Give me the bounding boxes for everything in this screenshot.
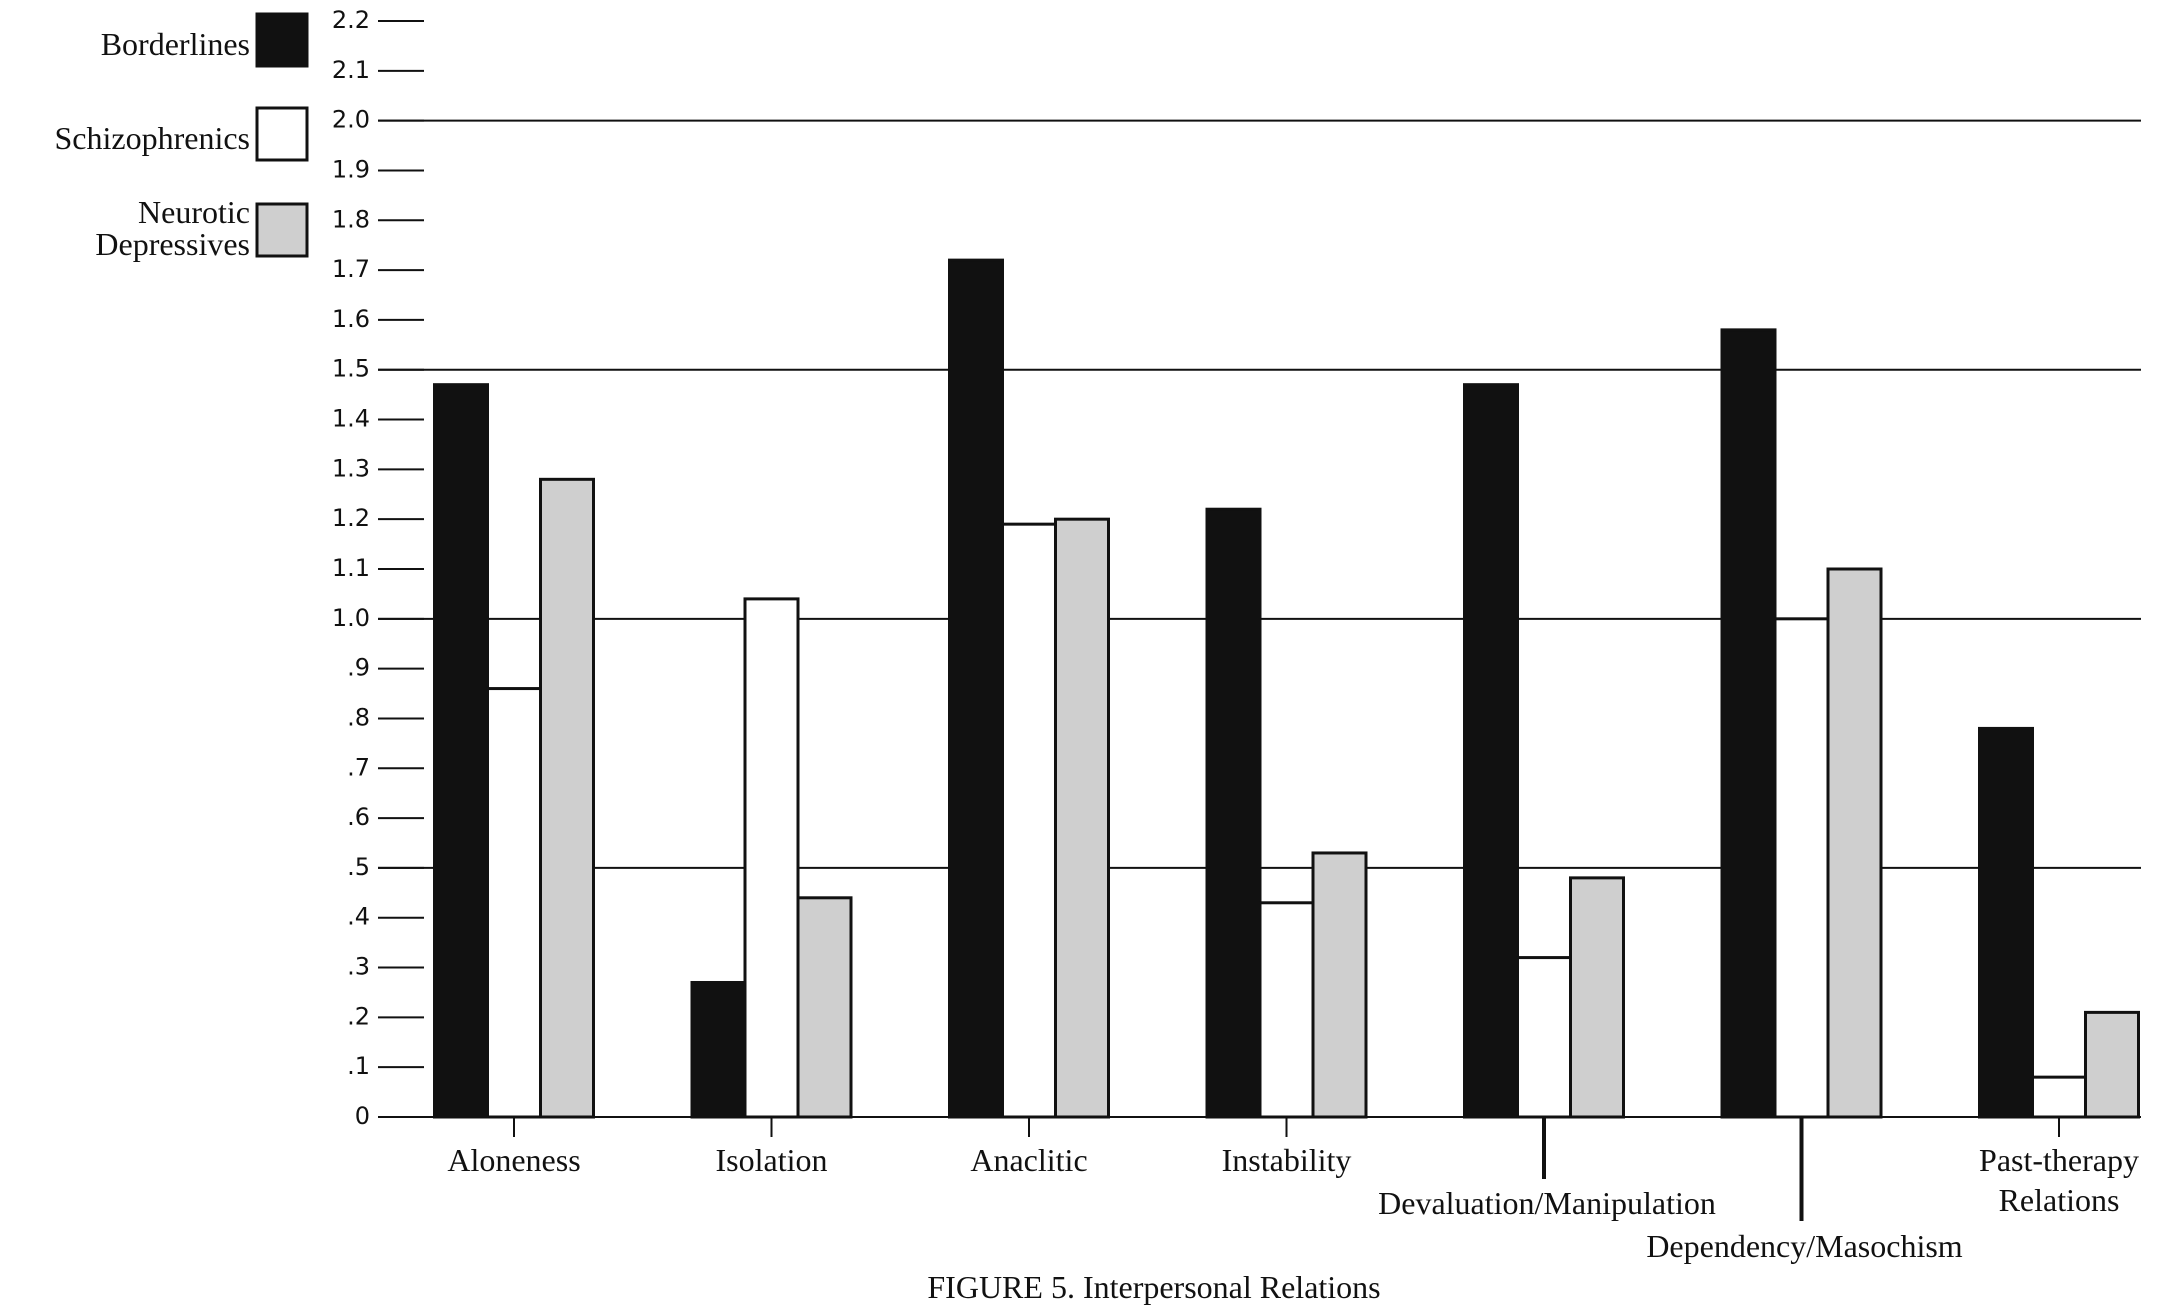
x-tick-label: Past-therapy Relations [1979,1142,2139,1218]
bar [948,258,1004,1119]
bar [796,896,853,1119]
bar [1054,517,1110,1119]
bar [690,980,747,1119]
bar [743,597,800,1119]
bar [433,383,489,1119]
legend-swatch [255,106,309,162]
y-tick-label: 1.4 [332,405,370,433]
y-tick-label: .4 [347,903,370,931]
y-tick-label: 1.8 [332,205,370,233]
bar [1826,567,1883,1119]
y-tick-label: .6 [347,803,370,831]
legend-label: Borderlines [100,26,250,62]
y-tick-label: 1.0 [332,604,370,632]
x-tick-label: Devaluation/Manipulation [1378,1185,1716,1221]
bar [539,477,595,1119]
y-tick-label: 1.1 [332,554,370,582]
bar [486,687,542,1119]
bar [1720,328,1777,1119]
y-tick-label: .5 [347,853,370,881]
y-tick-label: .9 [347,654,370,682]
y-tick-label: 2.0 [332,106,370,134]
bar [1001,522,1057,1119]
y-tick-label: 1.9 [332,155,370,183]
y-tick-label: 2.2 [332,6,370,34]
chart-title: FIGURE 5. Interpersonal Relations [927,1269,1381,1305]
bar [1258,901,1315,1119]
y-tick-label: 1.6 [332,305,370,333]
y-tick-label: 0 [355,1102,370,1130]
x-tick-label: Dependency/Masochism [1646,1228,1963,1264]
y-tick-label: .2 [347,1002,370,1030]
x-tick-label: Anaclitic [970,1142,1088,1178]
x-tick-label: Isolation [715,1142,828,1178]
y-tick-label: 1.2 [332,504,370,532]
legend-swatch [255,202,309,258]
legend-label: Schizophrenics [54,120,251,156]
y-tick-label: .8 [347,703,370,731]
y-tick-label: 1.5 [332,355,370,383]
bar [2031,1075,2087,1119]
legend-label: Neurotic Depressives [95,194,250,262]
bar [1516,956,1572,1119]
x-tick-label: Instability [1221,1142,1352,1178]
bar [1311,851,1368,1119]
bar [1463,383,1519,1119]
y-tick-label: .7 [347,753,370,781]
bar [1773,617,1830,1119]
y-tick-label: .3 [347,953,370,981]
bar [1205,507,1262,1119]
bar [1978,726,2034,1119]
x-tick-label: Aloneness [447,1142,581,1178]
y-tick-label: 1.7 [332,255,370,283]
y-tick-label: 1.3 [332,454,370,482]
y-tick-label: .1 [347,1052,370,1080]
legend-swatch [255,12,309,68]
y-tick-label: 2.1 [332,56,370,84]
bar [1569,876,1625,1119]
bar [2084,1010,2140,1119]
